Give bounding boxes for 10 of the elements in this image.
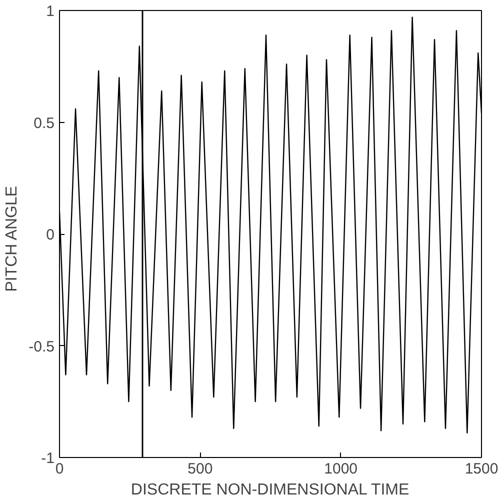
y-tick-label: 1 xyxy=(46,3,54,20)
y-tick-label: -0.5 xyxy=(28,338,55,356)
x-tick-label: 1000 xyxy=(324,460,358,478)
y-tick-label: 0 xyxy=(46,226,54,244)
y-axis-title: PITCH ANGLE xyxy=(4,186,21,292)
y-tick-label: -1 xyxy=(41,450,55,467)
y-tick-label: 0.5 xyxy=(34,114,55,132)
x-tick-label: 1500 xyxy=(464,460,498,478)
x-tick-label: 500 xyxy=(188,460,213,478)
x-axis-title: DISCRETE NON-DIMENSIONAL TIME xyxy=(130,482,410,498)
